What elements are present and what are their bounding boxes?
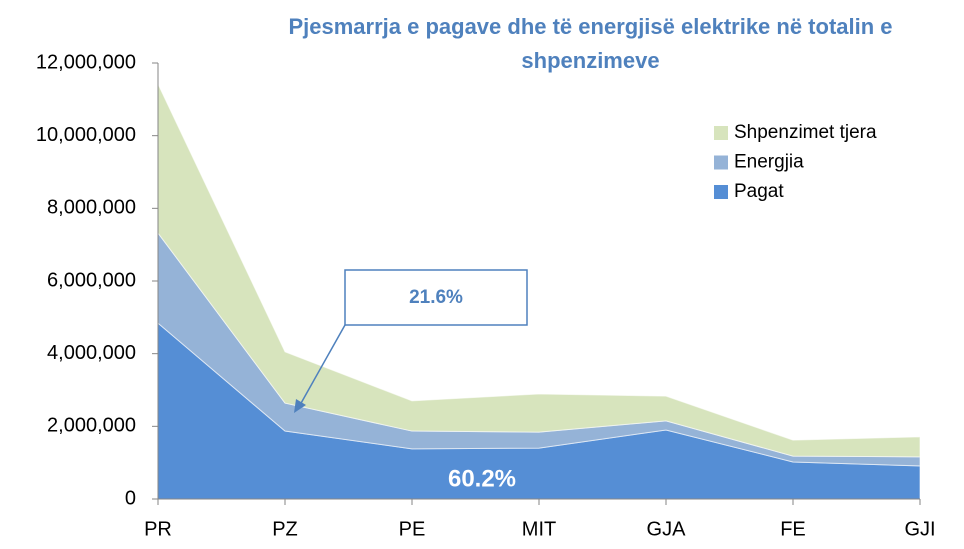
x-tick-label: PR	[144, 518, 172, 540]
x-tick-label: GJI	[904, 518, 935, 540]
x-tick-label: PE	[399, 518, 426, 540]
y-tick-label: 0	[125, 487, 136, 509]
y-tick-label: 4,000,000	[47, 342, 136, 364]
y-tick-label: 8,000,000	[47, 197, 136, 219]
annotation-arrow	[299, 324, 346, 406]
legend-label: Pagat	[734, 181, 784, 202]
chart-title: Pjesmarrja e pagave dhe të energjisë ele…	[288, 14, 893, 73]
legend-swatch	[714, 126, 728, 140]
annotation: 60.2%	[448, 465, 516, 492]
x-tick-label: FE	[780, 518, 806, 540]
y-tick-label: 2,000,000	[47, 415, 136, 437]
legend-swatch	[714, 155, 728, 170]
legend-label: Energjia	[734, 152, 804, 173]
x-tick-label: MIT	[522, 518, 556, 540]
y-tick-label: 12,000,000	[36, 51, 136, 73]
x-tick-label: GJA	[647, 518, 687, 540]
y-tick-label: 10,000,000	[36, 124, 136, 146]
annotation-box	[344, 269, 528, 326]
arrow-head	[294, 399, 306, 413]
legend-swatch	[714, 185, 728, 199]
y-tick-label: 6,000,000	[47, 269, 136, 291]
annotation: 21.6%	[409, 287, 463, 308]
area	[157, 83, 921, 458]
x-tick-label: PZ	[272, 518, 298, 540]
legend-label: Shpenzimet tjera	[734, 122, 877, 143]
